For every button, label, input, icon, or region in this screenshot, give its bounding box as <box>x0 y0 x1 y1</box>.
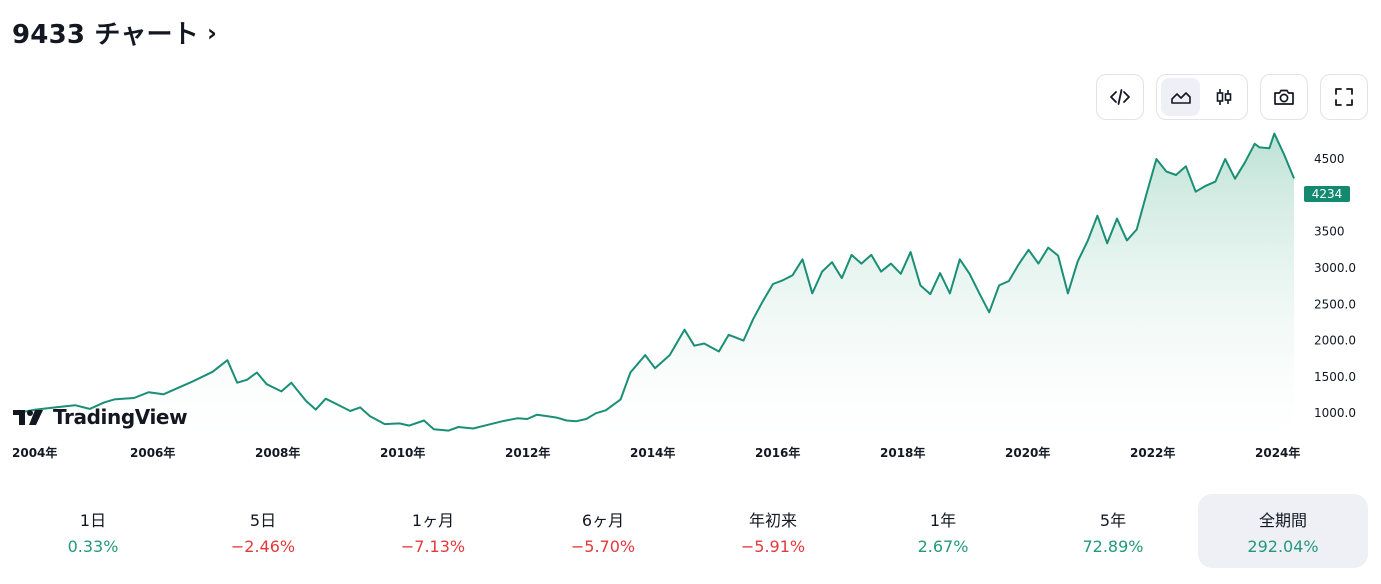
candlestick-icon <box>1216 89 1231 105</box>
price-area-fill <box>16 133 1294 435</box>
period-tab[interactable]: 1ヶ月 −7.13% <box>348 494 518 568</box>
fullscreen-button[interactable] <box>1320 74 1368 120</box>
x-tick-label: 2022年 <box>1130 445 1175 460</box>
y-tick-label: 1500.0 <box>1314 370 1356 384</box>
area-style-button[interactable] <box>1161 78 1200 116</box>
y-tick-label: 4500 <box>1314 152 1345 166</box>
x-tick-label: 2020年 <box>1005 445 1050 460</box>
area-chart-icon <box>1170 92 1191 104</box>
period-label: 1ヶ月 <box>411 510 455 530</box>
embed-button[interactable] <box>1096 74 1144 120</box>
period-tab[interactable]: 5年 72.89% <box>1028 494 1198 568</box>
period-tab[interactable]: 6ヶ月 −5.70% <box>518 494 688 568</box>
chevron-right-icon: › <box>206 18 218 47</box>
tradingview-logo-text: TradingView <box>53 405 188 429</box>
x-tick-label: 2008年 <box>255 445 300 460</box>
period-tab[interactable]: 全期間 292.04% <box>1198 494 1368 568</box>
camera-icon <box>1274 89 1294 105</box>
period-tab[interactable]: 年初来 −5.91% <box>688 494 858 568</box>
x-tick-label: 2010年 <box>380 445 425 460</box>
period-label: 5日 <box>249 510 277 530</box>
period-change: −5.70% <box>570 536 636 556</box>
code-icon <box>1110 89 1130 105</box>
period-tab[interactable]: 1日 0.33% <box>8 494 178 568</box>
snapshot-button[interactable] <box>1260 74 1308 120</box>
y-tick-label: 3000.0 <box>1314 261 1356 275</box>
period-label: 5年 <box>1099 510 1127 530</box>
tradingview-logo-icon <box>13 410 43 425</box>
page-title[interactable]: 9433 チャート › <box>12 14 217 51</box>
period-change: 72.89% <box>1082 536 1144 556</box>
tradingview-logo[interactable]: TradingView <box>13 405 188 429</box>
chart-style-toggle <box>1156 74 1248 120</box>
chart-canvas: 1000.01500.02000.02500.03000.03500400045… <box>12 132 1356 460</box>
fullscreen-icon <box>1335 88 1353 106</box>
x-tick-label: 2006年 <box>130 445 175 460</box>
period-label: 1日 <box>79 510 107 530</box>
x-tick-label: 2016年 <box>755 445 800 460</box>
period-change: 0.33% <box>67 536 119 556</box>
x-tick-label: 2018年 <box>880 445 925 460</box>
y-tick-label: 3500 <box>1314 225 1345 239</box>
x-tick-label: 2012年 <box>505 445 550 460</box>
x-tick-label: 2014年 <box>630 445 675 460</box>
x-tick-label: 2004年 <box>12 445 57 460</box>
period-tab[interactable]: 5日 −2.46% <box>178 494 348 568</box>
price-line <box>15 132 1295 432</box>
period-change: 2.67% <box>917 536 969 556</box>
y-tick-label: 2500.0 <box>1314 297 1356 311</box>
x-tick-label: 2024年 <box>1255 445 1300 460</box>
period-change: −7.13% <box>400 536 466 556</box>
candle-style-button[interactable] <box>1204 78 1243 116</box>
price-chart[interactable]: 1000.01500.02000.02500.03000.03500400045… <box>0 130 1381 470</box>
y-tick-label: 1000.0 <box>1314 406 1356 420</box>
period-performance-bar: 1日 0.33% 5日 −2.46% 1ヶ月 −7.13% 6ヶ月 −5.70% 年初来 −5.9… <box>8 494 1368 568</box>
y-tick-label: 2000.0 <box>1314 334 1356 348</box>
period-change: 292.04% <box>1247 536 1319 556</box>
last-price-tag: 4234 <box>1304 186 1350 202</box>
period-tab[interactable]: 1年 2.67% <box>858 494 1028 568</box>
period-label: 全期間 <box>1258 510 1307 530</box>
period-label: 1年 <box>929 510 957 530</box>
period-label: 年初来 <box>748 510 797 530</box>
period-change: −2.46% <box>230 536 296 556</box>
period-change: −5.91% <box>740 536 806 556</box>
period-label: 6ヶ月 <box>581 510 625 530</box>
symbol-title: 9433 チャート <box>12 20 199 50</box>
